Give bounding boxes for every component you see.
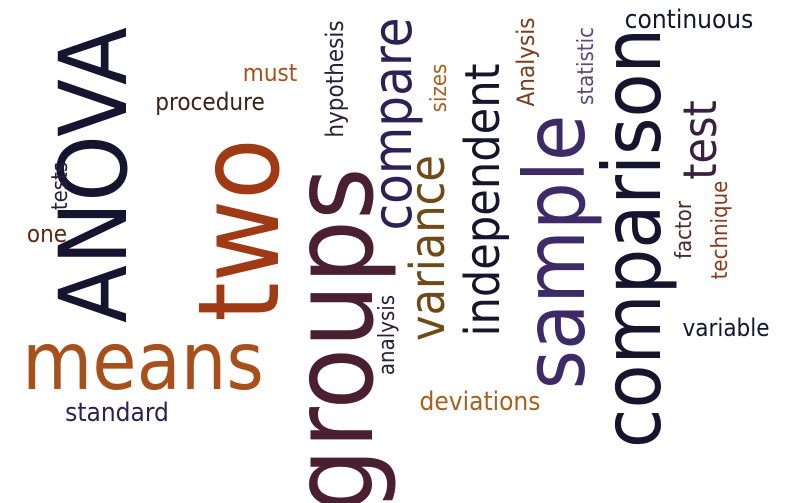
word-statistic: statistic <box>574 27 599 105</box>
word-sample: sample <box>506 114 604 390</box>
word-standard: standard <box>65 398 169 428</box>
word-hypothesis: hypothesis <box>321 20 349 138</box>
word-test: test <box>673 100 727 180</box>
word-sizes: sizes <box>427 63 452 113</box>
word-procedure: procedure <box>155 88 265 116</box>
word-continuous: continuous <box>624 5 754 35</box>
word-factor: factor <box>672 201 697 259</box>
word-analysis: analysis <box>375 294 400 376</box>
word-variable: variable <box>682 314 770 342</box>
word-technique: technique <box>708 180 733 280</box>
word-analysis-upper: Analysis <box>512 17 540 107</box>
word-variance: variance <box>400 155 456 341</box>
word-must: must <box>242 59 298 87</box>
word-independent: independent <box>455 63 511 337</box>
word-deviations: deviations <box>419 387 541 417</box>
word-means: means <box>22 315 264 408</box>
word-comparison: comparison <box>586 27 679 449</box>
word-tests: tests <box>48 161 73 211</box>
word-one: one <box>26 220 68 248</box>
